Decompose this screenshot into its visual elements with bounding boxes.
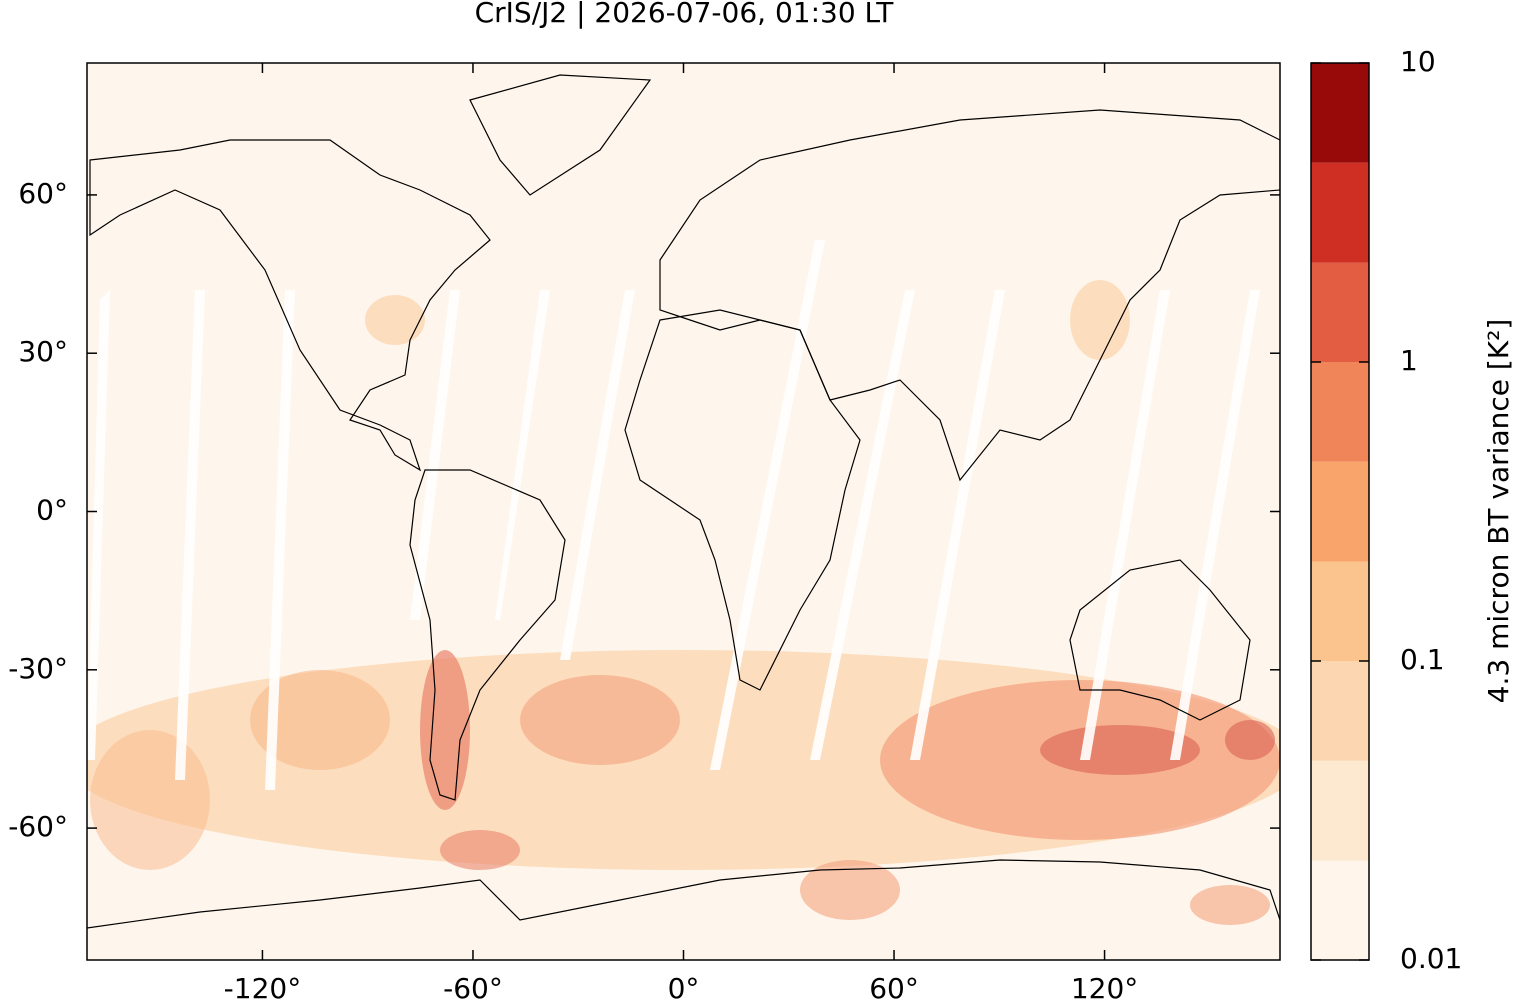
y-tick-label: -30° (8, 652, 68, 685)
x-tick-label: -120° (224, 972, 302, 1002)
colorbar-label: 4.3 micron BT variance [K²] (1482, 319, 1515, 704)
x-tick-label: 120° (1071, 972, 1138, 1002)
colorbar-level (1311, 63, 1369, 163)
colorbar-level (1311, 461, 1369, 562)
colorbar-tick-label: 1 (1400, 344, 1418, 377)
y-tick-label: -60° (8, 810, 68, 843)
chart-title: CrIS/J2 | 2026-07-06, 01:30 LT (475, 0, 895, 29)
colorbar-level (1311, 262, 1369, 362)
colorbar-level (1311, 561, 1369, 661)
colorbar-tick-label: 0.1 (1400, 643, 1445, 676)
map-field (87, 63, 1280, 960)
colorbar-level (1311, 860, 1369, 960)
colorbar-level (1311, 760, 1369, 861)
colorbar-level (1311, 162, 1369, 263)
y-tick-label: 60° (18, 177, 68, 210)
y-tick-label: 0° (36, 494, 68, 527)
colorbar-tick-label: 0.01 (1400, 942, 1462, 975)
y-tick-label: 30° (18, 335, 68, 368)
x-tick-label: 0° (668, 972, 700, 1002)
x-tick-label: -60° (443, 972, 503, 1002)
x-tick-label: 60° (869, 972, 919, 1002)
colorbar-level (1311, 362, 1369, 462)
colorbar-level (1311, 661, 1369, 761)
colorbar-tick-label: 10 (1400, 45, 1436, 78)
colorbar-frame (1310, 62, 1370, 961)
